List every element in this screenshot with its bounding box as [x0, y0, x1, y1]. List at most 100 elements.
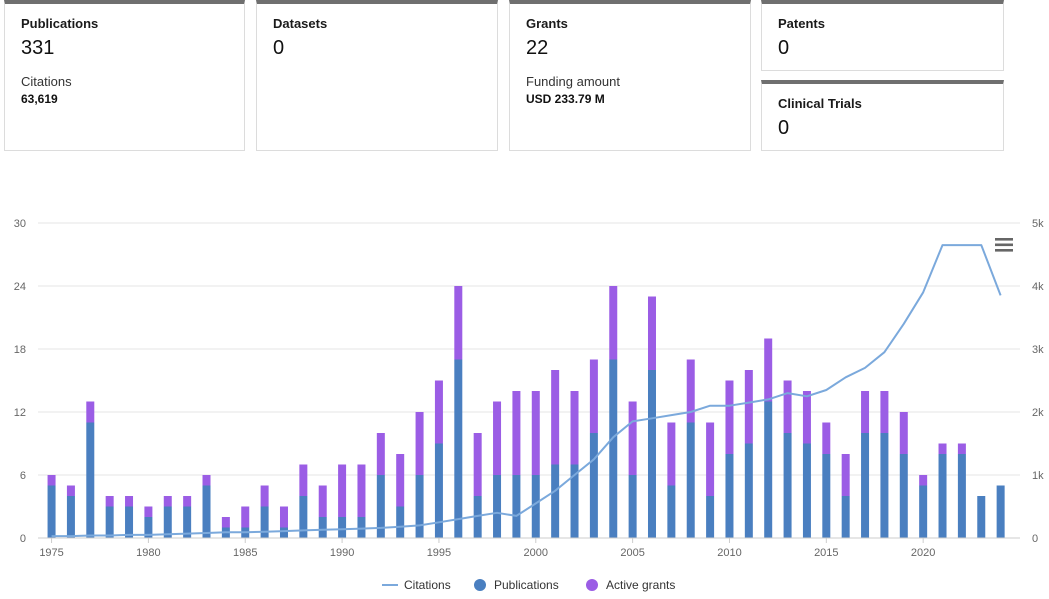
bar-active-grants[interactable] [396, 454, 405, 507]
bar-active-grants[interactable] [919, 475, 928, 486]
bar-active-grants[interactable] [609, 286, 618, 360]
bar-active-grants[interactable] [473, 433, 482, 496]
bar-active-grants[interactable] [686, 359, 695, 423]
bar-publications[interactable] [318, 517, 327, 538]
bar-publications[interactable] [279, 527, 288, 539]
bar-publications[interactable] [47, 485, 56, 539]
bar-active-grants[interactable] [647, 296, 656, 371]
datasets-card[interactable]: Datasets 0 [256, 0, 498, 151]
legend-item-citations[interactable]: Citations [382, 578, 451, 592]
publications-card[interactable]: Publications 331 Citations 63,619 [4, 0, 245, 151]
bar-active-grants[interactable] [725, 380, 734, 455]
bar-publications[interactable] [357, 517, 366, 538]
bar-active-grants[interactable] [744, 370, 753, 444]
bar-publications[interactable] [686, 422, 695, 539]
bar-active-grants[interactable] [938, 443, 947, 455]
bar-publications[interactable] [822, 454, 831, 538]
bar-active-grants[interactable] [667, 422, 676, 486]
bar-publications[interactable] [667, 485, 676, 539]
bar-publications[interactable] [512, 475, 521, 538]
bar-publications[interactable] [609, 359, 618, 539]
bar-active-grants[interactable] [783, 380, 792, 434]
bar-active-grants[interactable] [589, 359, 598, 434]
bar-publications[interactable] [473, 496, 482, 538]
bar-publications[interactable] [938, 454, 947, 538]
legend-item-publications[interactable]: Publications [474, 578, 559, 592]
bar-publications[interactable] [454, 359, 463, 539]
bar-active-grants[interactable] [899, 412, 908, 454]
bar-publications[interactable] [415, 475, 424, 538]
patents-card[interactable]: Patents 0 [761, 0, 1004, 71]
bar-active-grants[interactable] [105, 496, 114, 507]
bar-publications[interactable] [125, 506, 134, 539]
bar-active-grants[interactable] [338, 464, 347, 518]
bar-active-grants[interactable] [822, 422, 831, 455]
bar-active-grants[interactable] [241, 506, 250, 528]
bar-publications[interactable] [706, 496, 715, 538]
bar-publications[interactable] [841, 496, 850, 538]
bar-active-grants[interactable] [531, 391, 540, 475]
bar-active-grants[interactable] [841, 454, 850, 496]
bar-publications[interactable] [183, 506, 192, 539]
bar-publications[interactable] [396, 506, 405, 539]
bar-active-grants[interactable] [318, 485, 327, 518]
bar-publications[interactable] [899, 454, 908, 538]
bar-publications[interactable] [376, 475, 385, 538]
bar-publications[interactable] [919, 485, 928, 539]
bar-active-grants[interactable] [125, 496, 134, 507]
bar-publications[interactable] [996, 485, 1005, 539]
bar-publications[interactable] [66, 496, 75, 538]
bar-active-grants[interactable] [861, 391, 870, 433]
bar-active-grants[interactable] [86, 401, 95, 423]
bar-publications[interactable] [977, 496, 986, 538]
bar-active-grants[interactable] [570, 391, 579, 465]
bar-publications[interactable] [589, 433, 598, 538]
bar-publications[interactable] [260, 506, 269, 539]
bar-publications[interactable] [434, 443, 443, 539]
bar-publications[interactable] [647, 370, 656, 538]
bar-active-grants[interactable] [628, 401, 637, 476]
bar-active-grants[interactable] [183, 496, 192, 507]
bar-publications[interactable] [764, 401, 773, 539]
bar-publications[interactable] [725, 454, 734, 538]
bar-active-grants[interactable] [66, 485, 75, 497]
clinical-trials-card[interactable]: Clinical Trials 0 [761, 80, 1004, 151]
bar-active-grants[interactable] [512, 391, 521, 475]
bar-active-grants[interactable] [376, 433, 385, 475]
bar-active-grants[interactable] [434, 380, 443, 444]
bar-active-grants[interactable] [802, 391, 811, 444]
bar-publications[interactable] [783, 433, 792, 538]
bar-publications[interactable] [551, 464, 560, 539]
bar-publications[interactable] [163, 506, 172, 539]
bar-publications[interactable] [957, 454, 966, 538]
bar-active-grants[interactable] [493, 401, 502, 476]
bar-active-grants[interactable] [880, 391, 889, 433]
citations-line[interactable] [51, 244, 1002, 538]
bar-publications[interactable] [570, 464, 579, 539]
bar-publications[interactable] [338, 517, 347, 538]
bar-publications[interactable] [802, 443, 811, 539]
bar-active-grants[interactable] [163, 496, 172, 507]
bar-publications[interactable] [531, 475, 540, 538]
bar-active-grants[interactable] [551, 370, 560, 465]
bar-active-grants[interactable] [144, 506, 153, 518]
bar-publications[interactable] [861, 433, 870, 538]
bar-active-grants[interactable] [202, 475, 211, 486]
bar-active-grants[interactable] [299, 464, 308, 497]
bar-publications[interactable] [86, 422, 95, 539]
bar-publications[interactable] [628, 475, 637, 538]
bar-active-grants[interactable] [764, 338, 773, 402]
grants-card[interactable]: Grants 22 Funding amount USD 233.79 M [509, 0, 751, 151]
bar-active-grants[interactable] [706, 422, 715, 497]
bar-active-grants[interactable] [260, 485, 269, 507]
bar-active-grants[interactable] [454, 286, 463, 360]
bar-publications[interactable] [144, 517, 153, 538]
bar-publications[interactable] [493, 475, 502, 538]
bar-active-grants[interactable] [415, 412, 424, 475]
bar-publications[interactable] [105, 506, 114, 539]
bar-active-grants[interactable] [47, 475, 56, 486]
bar-publications[interactable] [202, 485, 211, 539]
bar-active-grants[interactable] [957, 443, 966, 455]
bar-publications[interactable] [299, 496, 308, 538]
hamburger-menu-icon[interactable] [995, 238, 1013, 252]
